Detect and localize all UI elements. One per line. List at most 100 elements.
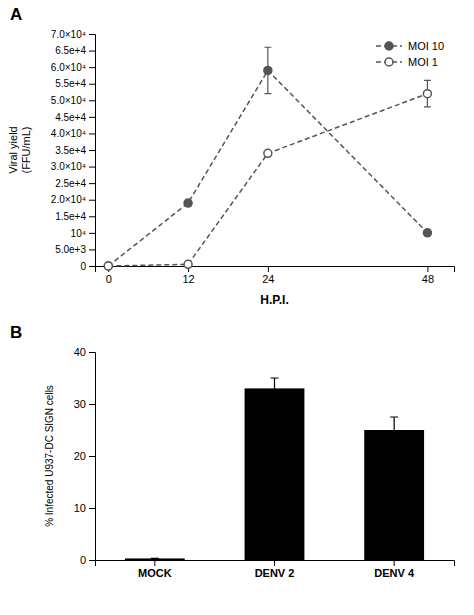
panel-label: A [10, 5, 22, 24]
tick: 5.5e+4 [55, 78, 95, 89]
tick-label: DENV 2 [255, 567, 295, 579]
legend-symbol [385, 42, 393, 50]
tick-label: 24 [262, 273, 274, 285]
tick-label: 0 [80, 554, 86, 566]
tick-mark [89, 34, 95, 35]
tick-label: 5.0e+3 [55, 244, 86, 255]
tick-label: 0 [80, 261, 86, 272]
tick-label: MOCK [138, 567, 172, 579]
axis-line [96, 561, 455, 567]
tick-label: 3.0×10⁴ [51, 161, 86, 172]
tick-label: 2.0×10⁴ [51, 194, 86, 205]
tick: 30 [74, 398, 95, 410]
y-axis: 0 10 20 30 40 [74, 346, 96, 566]
tick-mark [89, 133, 95, 134]
tick-label: 20 [74, 450, 86, 462]
tick-label: 3.5e+4 [55, 145, 86, 156]
tick: 40 [74, 346, 95, 358]
panel-label: B [10, 323, 22, 342]
tick-label: 1.5e+4 [55, 211, 86, 222]
tick: DENV 4 [374, 560, 415, 579]
x-axis: MOCK DENV 2 DENV 4 [96, 560, 455, 579]
legend-item: MOI 10 [376, 40, 444, 52]
data-point [104, 262, 112, 270]
tick: 1.5e+4 [55, 211, 95, 222]
tick-mark [89, 150, 95, 151]
y-axis: 0 5.0e+3 10⁴ 1.5e+4 2.0×10⁴ 2.5e+4 3.0×10⁴ 3.5e… [51, 29, 96, 272]
tick-label: 4.0×10⁴ [51, 128, 86, 139]
data-point [104, 262, 112, 270]
tick: MOCK [138, 560, 172, 579]
legend-label: MOI 1 [408, 56, 438, 68]
data-point [184, 260, 192, 268]
tick: 3.0×10⁴ [51, 161, 95, 172]
x-axis: 0 12 24 48 [96, 266, 455, 285]
y-axis-title: % Infected U937-DC SIGN cells [44, 385, 55, 527]
tick: 6.5e+4 [55, 45, 95, 56]
tick-mark [89, 200, 95, 201]
tick-mark [89, 456, 95, 457]
data-point [184, 199, 192, 207]
tick-mark [427, 266, 428, 272]
tick: 48 [422, 266, 434, 285]
tick-mark [89, 266, 95, 267]
tick-mark [89, 233, 95, 234]
axis-line [89, 353, 96, 561]
tick: 5.0×10⁴ [51, 95, 95, 106]
tick-label: 40 [74, 346, 86, 358]
error-bar [424, 80, 431, 107]
tick-label: 0 [106, 273, 112, 285]
error-bar [151, 558, 159, 559]
tick: 3.5e+4 [55, 145, 95, 156]
axis-line [89, 35, 96, 267]
tick-mark [89, 249, 95, 250]
error-bar [271, 378, 279, 399]
tick: 2.5e+4 [55, 178, 95, 189]
tick: 20 [74, 450, 95, 462]
tick: 4.0×10⁴ [51, 128, 95, 139]
tick-label: 10⁴ [71, 228, 86, 239]
tick-label: 10 [74, 502, 86, 514]
tick: 0 [80, 261, 95, 272]
tick-mark [89, 216, 95, 217]
tick-mark [274, 560, 275, 566]
marks [125, 378, 424, 560]
tick-label: DENV 4 [374, 567, 415, 579]
x-axis-title: H.P.I. [260, 293, 288, 307]
tick-mark [154, 560, 155, 566]
bar [245, 388, 305, 560]
tick: 10⁴ [71, 228, 95, 239]
data-point [264, 66, 272, 74]
series-line [108, 94, 427, 266]
plot: MOCK DENV 2 DENV 4 0 10 20 30 40 % Infected U937… [44, 346, 455, 579]
plot: 0 12 24 48 0 5.0e+3 10⁴ 1.5e+4 2.0×10⁴ 2.5e+4 3.0×… [7, 29, 455, 307]
tick-mark [89, 560, 95, 561]
tick-label: 48 [422, 273, 434, 285]
tick-label: 30 [74, 398, 86, 410]
data-point [423, 229, 431, 237]
error-bar [390, 417, 398, 443]
chart-container: 0 12 24 48 0 5.0e+3 10⁴ 1.5e+4 2.0×10⁴ 2.5e+4 3.0×… [0, 0, 474, 615]
tick-mark [89, 100, 95, 101]
tick-mark [89, 84, 95, 85]
tick: 24 [262, 266, 274, 285]
tick: 6.0×10⁴ [51, 62, 95, 73]
tick-mark [89, 51, 95, 52]
legend: MOI 10 MOI 1 [376, 40, 444, 68]
tick: 2.0×10⁴ [51, 194, 95, 205]
tick-label: 12 [182, 273, 194, 285]
error-bar [264, 47, 271, 93]
tick-label: 2.5e+4 [55, 178, 86, 189]
tick-mark [394, 560, 395, 566]
tick-mark [89, 67, 95, 68]
tick-label: 4.5e+4 [55, 112, 86, 123]
legend-symbol [385, 58, 393, 66]
legend-label: MOI 10 [408, 40, 444, 52]
chart-svg: 0 12 24 48 0 5.0e+3 10⁴ 1.5e+4 2.0×10⁴ 2.5e+4 3.0×… [0, 0, 474, 615]
bar [364, 430, 424, 560]
tick-label: 6.5e+4 [55, 45, 86, 56]
data-point [423, 90, 431, 98]
tick: 5.0e+3 [55, 244, 95, 255]
marks [104, 47, 431, 270]
tick-label: 7.0×10⁴ [51, 29, 86, 40]
